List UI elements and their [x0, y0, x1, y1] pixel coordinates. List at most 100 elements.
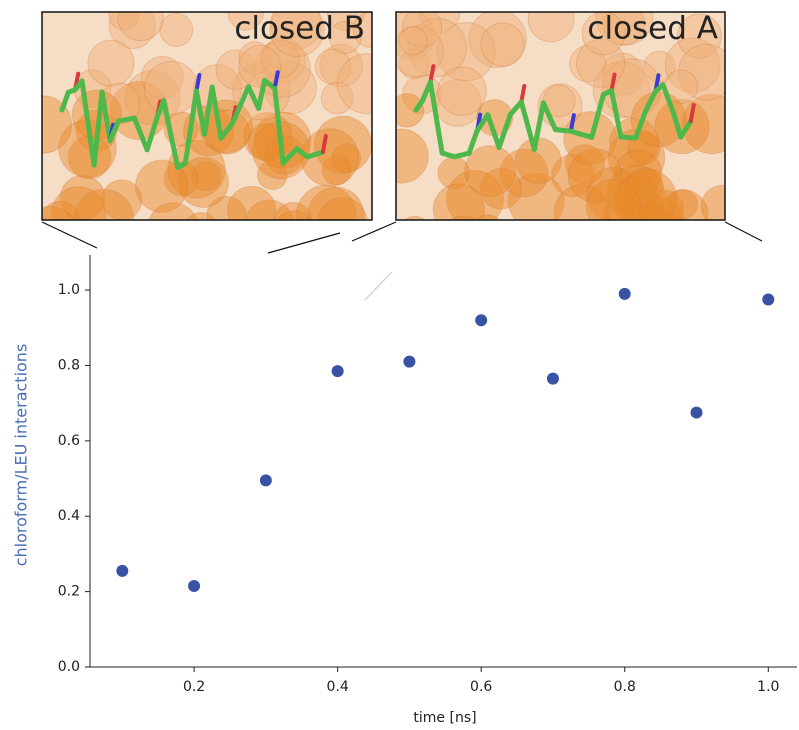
atom-sphere	[269, 12, 325, 57]
atom-sphere	[238, 41, 272, 75]
bond	[540, 100, 558, 133]
atom-sphere	[553, 184, 611, 220]
bond	[320, 134, 328, 155]
atom-sphere	[186, 212, 216, 220]
bond	[91, 89, 105, 168]
y-axis-label: chloroform/LEU interactions	[12, 344, 31, 567]
atom-sphere	[87, 39, 135, 87]
atom-sphere	[396, 93, 425, 128]
data-point	[762, 293, 775, 306]
data-point	[259, 474, 272, 487]
data-point	[690, 406, 703, 419]
atom-sphere	[396, 128, 429, 184]
atom-sphere	[74, 189, 135, 220]
atom-sphere	[319, 43, 363, 88]
atom-sphere	[167, 140, 226, 199]
bond	[518, 99, 537, 152]
atom-sphere	[276, 210, 313, 220]
x-tick-label: 0.2	[183, 679, 205, 695]
atom-sphere	[247, 123, 285, 161]
x-tick-label: 0.6	[470, 679, 492, 695]
atom-sphere	[567, 148, 623, 203]
bond	[194, 72, 202, 93]
bond	[272, 85, 286, 166]
atom-sphere	[569, 45, 607, 83]
bond	[660, 82, 677, 117]
x-axis-label: time [ns]	[413, 710, 476, 726]
bond	[99, 89, 113, 144]
bond	[496, 112, 513, 151]
atom-sphere	[613, 175, 659, 220]
atom-sphere	[635, 197, 685, 220]
atom-sphere	[206, 195, 247, 220]
x-tick-label: 0.4	[326, 679, 348, 695]
atom-sphere	[307, 186, 365, 220]
data-point	[618, 287, 631, 300]
atom-sphere	[626, 167, 664, 205]
atom-sphere	[432, 183, 485, 220]
bond	[79, 78, 97, 168]
y-tick-label: 0.2	[58, 584, 80, 600]
bond	[466, 128, 480, 156]
bond	[182, 88, 199, 166]
atom-sphere	[331, 143, 362, 174]
bond	[218, 120, 235, 141]
bond	[678, 118, 694, 140]
atom-sphere	[328, 20, 362, 54]
atom-sphere	[643, 50, 676, 83]
bond	[589, 92, 606, 140]
atom-sphere	[401, 12, 443, 48]
atom-sphere	[603, 188, 657, 220]
atom-sphere	[270, 12, 322, 50]
x-tick-label: 0.8	[614, 679, 636, 695]
data-point	[331, 365, 344, 378]
atom-sphere	[527, 12, 575, 43]
bond	[428, 64, 436, 85]
atom-sphere	[595, 12, 654, 46]
bond	[552, 127, 574, 134]
atom-sphere	[602, 12, 645, 46]
atom-sphere	[317, 197, 368, 220]
atom-sphere	[191, 161, 222, 192]
atom-sphere	[474, 214, 501, 220]
atom-sphere	[108, 12, 156, 49]
bond	[201, 84, 215, 137]
y-tick-label: 1.0	[58, 282, 80, 298]
atom-sphere	[515, 137, 562, 184]
atom-sphere	[51, 186, 107, 220]
atom-sphere	[261, 39, 300, 78]
atom-sphere	[300, 128, 360, 187]
inset-frame	[41, 11, 373, 221]
atom-sphere	[654, 99, 710, 155]
atom-sphere	[586, 166, 642, 220]
atom-sphere	[700, 184, 725, 220]
atom-sphere	[407, 17, 468, 78]
atom-sphere	[42, 205, 74, 220]
atom-sphere	[585, 178, 641, 220]
y-tick-label: 0.8	[58, 357, 80, 373]
atom-sphere	[336, 53, 372, 115]
atom-sphere	[314, 48, 352, 86]
atom-sphere	[623, 204, 677, 220]
bond	[144, 114, 160, 153]
atom-sphere	[108, 12, 140, 31]
bond	[115, 115, 137, 124]
bond	[427, 79, 445, 156]
atom-sphere	[657, 189, 709, 220]
atom-sphere	[148, 202, 198, 220]
atom-sphere	[446, 169, 505, 220]
bond	[280, 146, 300, 166]
atom-sphere	[617, 168, 678, 220]
inset-frame	[395, 11, 726, 221]
inset-label: closed B	[234, 11, 365, 47]
atom-sphere	[396, 25, 444, 78]
y-tick-label: 0.4	[58, 508, 80, 524]
atom-sphere	[551, 154, 595, 198]
atom-sphere	[295, 184, 357, 220]
atom-sphere	[678, 43, 725, 101]
atom-sphere	[42, 200, 81, 220]
atom-sphere	[398, 26, 428, 56]
bond	[531, 100, 546, 152]
bond	[671, 111, 684, 140]
